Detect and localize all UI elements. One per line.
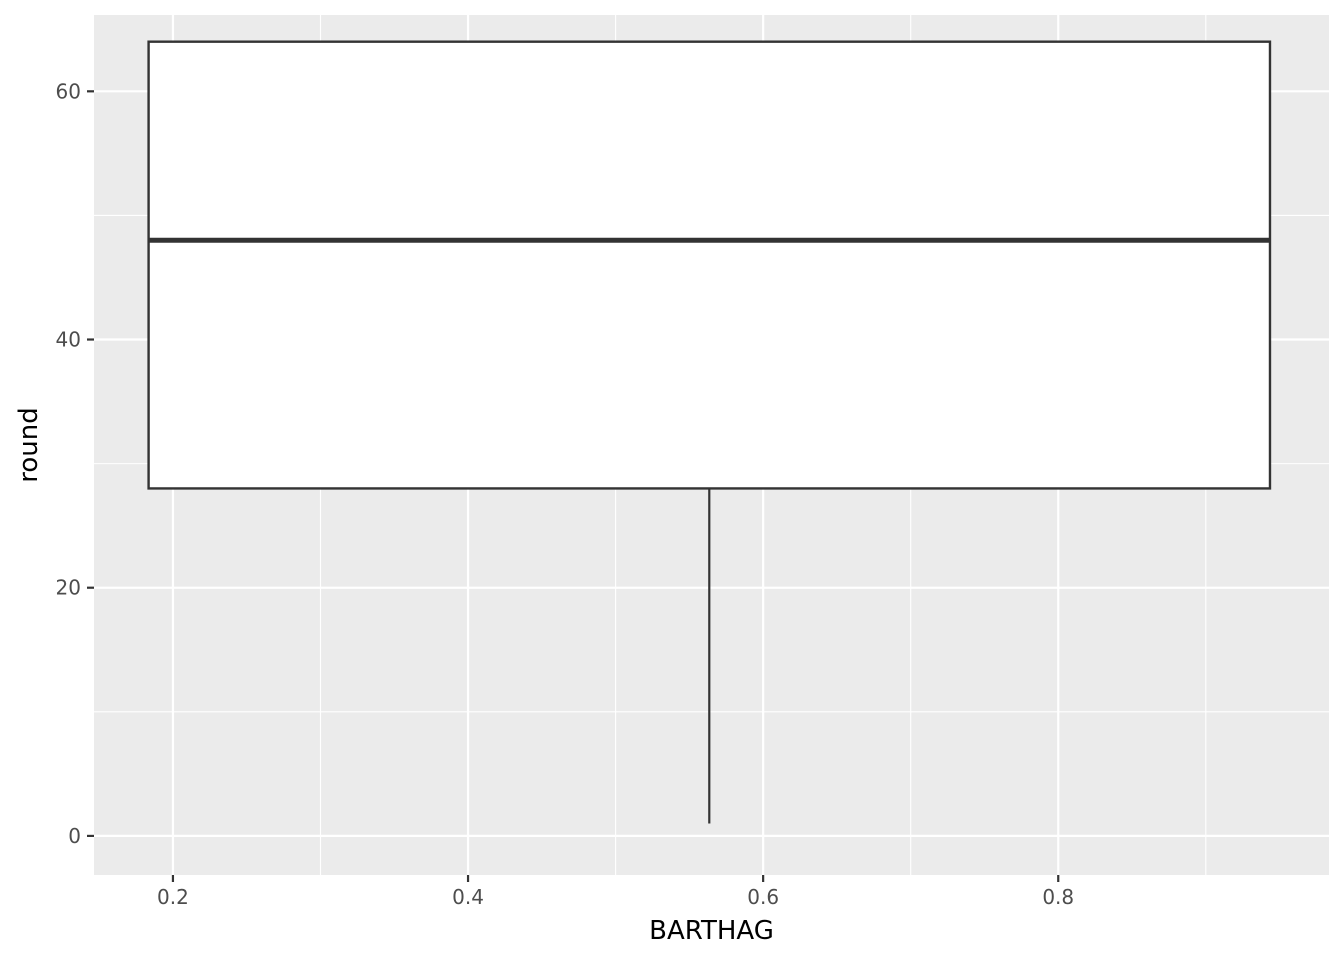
x-tick-label: 0.4 (452, 885, 484, 909)
interquartile-box (147, 40, 1272, 490)
x-axis-title: BARTHAG (649, 916, 774, 946)
box-layer (147, 40, 1272, 824)
y-tick-label: 0 (68, 824, 81, 848)
x-tick-label: 0.6 (747, 885, 779, 909)
y-axis: 0 20 40 60 (56, 79, 94, 848)
y-axis-title: round (14, 407, 44, 483)
x-tick-label: 0.8 (1042, 885, 1074, 909)
x-axis: 0.2 0.4 0.6 0.8 (157, 875, 1074, 909)
y-tick-label: 60 (56, 79, 81, 103)
y-tick-label: 20 (56, 576, 81, 600)
y-tick-label: 40 (56, 328, 81, 352)
x-tick-label: 0.2 (157, 885, 189, 909)
